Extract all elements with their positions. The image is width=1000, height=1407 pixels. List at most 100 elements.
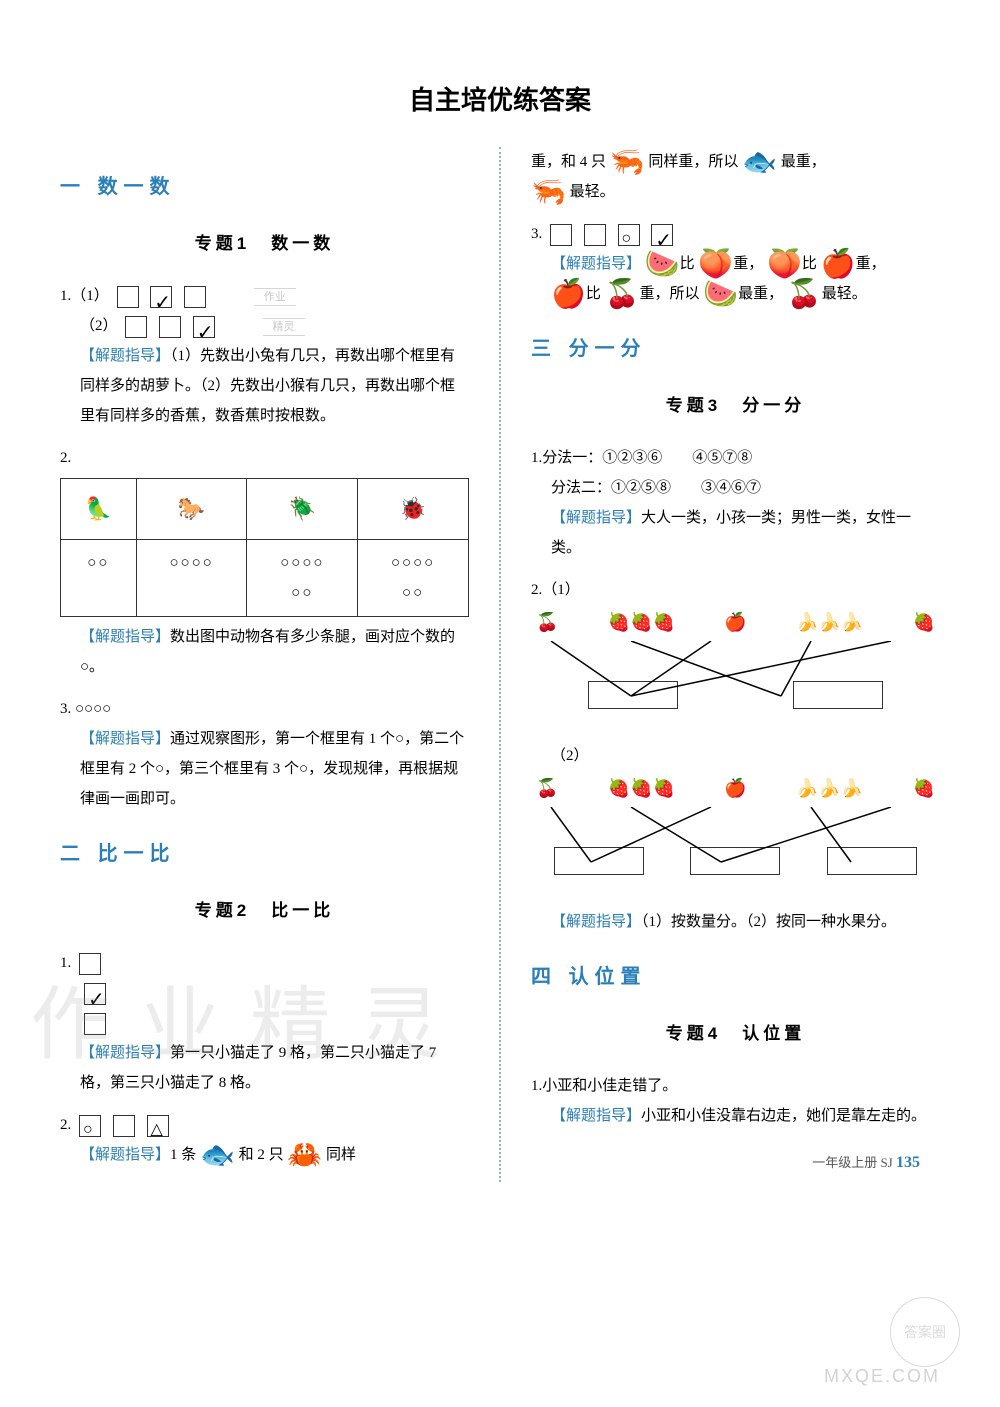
topic-4-name: 认位置 [742, 1024, 805, 1043]
s4q1-guide: 小亚和小佳没靠右边走，她们是靠左走的。 [641, 1108, 926, 1124]
topic-1-name: 数一数 [271, 234, 334, 253]
left-column: 一 数一数 专题1 数一数 1.（1） 作业 （2） [60, 147, 469, 1182]
table-header: 🐞 [358, 479, 469, 540]
watermark-seal: 答案圈 [890, 1297, 960, 1367]
checkbox-checked [150, 286, 172, 308]
s3q2-num: 2. [531, 582, 542, 598]
q3-num: 3. [60, 701, 71, 717]
guide-label: 【解题指导】 [80, 348, 170, 364]
checkbox [184, 286, 206, 308]
animal-table: 🦜 🐎 🪲 🐞 ○○ ○○○○ ○○○○○○ ○○○○○○ [60, 478, 469, 617]
table-cell: ○○ [61, 540, 137, 617]
shrimp-icon: 🦐 [531, 179, 566, 207]
s3q1-m2a: ①②⑤⑧ [611, 480, 671, 496]
checkbox-checked [84, 983, 106, 1005]
section-3-title: 分一分 [569, 338, 647, 360]
topic-3-name: 分一分 [742, 396, 805, 415]
section-3-num: 三 [531, 338, 557, 360]
topic-2-label: 专题2 [195, 901, 250, 920]
guide-label: 【解题指导】 [80, 1147, 170, 1163]
rq3-g5: 比 [586, 286, 601, 302]
s3q1-m2b: ③④⑥⑦ [701, 480, 761, 496]
s3q1-m2l: 分法二： [551, 480, 611, 496]
section-2-title: 比一比 [98, 843, 176, 865]
rq3-g3: 比 [802, 256, 817, 272]
sort-diagram-2: 🍒 🍓🍓🍓 🍎 🍌🍌🍌 🍓 [531, 779, 940, 899]
checkbox [584, 224, 606, 246]
rq3: 3. 【解题指导】 🍉比 🍑重， 🍑比 🍎重， 🍎比 🍒重，所以 🍉最重， 🍒 [531, 219, 940, 309]
peach-icon: 🍑 [698, 251, 733, 279]
s3q2-p1: （1） [542, 582, 580, 598]
shrimp-icon: 🦐 [610, 149, 645, 177]
checkbox [113, 1115, 135, 1137]
q1-p2-label: （2） [80, 318, 118, 334]
rq3-g1: 比 [680, 256, 695, 272]
guide-label: 【解题指导】 [80, 629, 170, 645]
section-3-header: 三 分一分 [531, 329, 940, 369]
topic-4-label: 专题4 [666, 1024, 721, 1043]
s2q2-num: 2. [60, 1117, 71, 1133]
cherry-icon: 🍒 [536, 779, 558, 797]
s4q1: 1.小亚和小佳走错了。 【解题指导】小亚和小佳没靠右边走，她们是靠左走的。 [531, 1071, 940, 1131]
checkbox-triangle [147, 1115, 169, 1137]
main-title: 自主培优练答案 [60, 80, 940, 117]
strawberry-icon: 🍓 [913, 779, 935, 797]
watermark-small: 精灵 [263, 318, 305, 336]
pomegranate-icon: 🍎 [551, 281, 586, 309]
checkbox-circle [618, 224, 640, 246]
page-footer: 一年级上册 SJ 135 [812, 1152, 920, 1172]
banana-icon: 🍌🍌🍌 [796, 779, 863, 797]
checkbox [84, 1013, 106, 1035]
q2-num: 2. [60, 450, 71, 466]
table-cell: ○○○○ [136, 540, 247, 617]
rq3-g8: 最轻。 [822, 286, 867, 302]
topic-1-title: 专题1 数一数 [60, 227, 469, 261]
checkbox-checked [193, 316, 215, 338]
sort-lines [531, 807, 940, 867]
section-1-header: 一 数一数 [60, 167, 469, 207]
s3q1-m1b: ④⑤⑦⑧ [692, 450, 752, 466]
cont-3: 最重， [781, 154, 826, 170]
q3-answer: ○○○○ [75, 701, 111, 717]
rq3-num: 3. [531, 226, 542, 242]
watermark-small: 作业 [254, 288, 296, 306]
s3q2-guide: （1）按数量分。（2）按同一种水果分。 [641, 914, 896, 930]
s4q1-num: 1. [531, 1078, 542, 1094]
strawberry-icon: 🍓🍓🍓 [608, 779, 675, 797]
q2: 2. 🦜 🐎 🪲 🐞 ○○ ○○○○ ○○○○○○ ○○○○○○ [60, 443, 469, 682]
crab-icon: 🦀 [287, 1142, 322, 1170]
table-cell: ○○○○○○ [358, 540, 469, 617]
watermelon-icon: 🍉 [703, 281, 738, 309]
rq3-g4: 重， [856, 256, 886, 272]
topic-2-name: 比一比 [271, 901, 334, 920]
q1-p1-label: （1） [71, 288, 109, 304]
rq3-g7: 最重， [738, 286, 783, 302]
peach-icon: 🍑 [767, 251, 802, 279]
section-1-num: 一 [60, 176, 86, 198]
s2q1: 1. 【解题指导】第一只小猫走了 9 格，第二只小猫走了 7 格，第三只小猫走了… [60, 948, 469, 1098]
s2q2-g2: 和 2 只 [239, 1147, 284, 1163]
continuation: 重，和 4 只 🦐 同样重，所以 🐟 最重， 🦐 最轻。 [531, 147, 940, 207]
checkbox [117, 286, 139, 308]
cherry-icon: 🍒 [536, 613, 558, 631]
cont-1: 重，和 4 只 [531, 154, 606, 170]
table-header: 🐎 [136, 479, 247, 540]
fish-icon: 🐟 [200, 1142, 235, 1170]
checkbox [79, 953, 101, 975]
q1: 1.（1） 作业 （2） 精灵 [60, 281, 469, 431]
topic-4-title: 专题4 认位置 [531, 1017, 940, 1051]
section-4-header: 四 认位置 [531, 957, 940, 997]
cont-2: 同样重，所以 [648, 154, 738, 170]
footer-page: 135 [896, 1154, 920, 1171]
section-2-num: 二 [60, 843, 86, 865]
s3q2: 2.（1） 🍒 🍓🍓🍓 🍎 🍌🍌🍌 🍓 [531, 575, 940, 937]
s3q1-m1l: 分法一： [542, 450, 602, 466]
s3q1-m1a: ①②③⑥ [602, 450, 662, 466]
topic-3-label: 专题3 [666, 396, 721, 415]
s3q1-num: 1. [531, 450, 542, 466]
guide-label: 【解题指导】 [551, 510, 641, 526]
watermark-site: MXQE.COM [824, 1366, 940, 1387]
column-divider [499, 147, 501, 1182]
apple-icon: 🍎 [724, 613, 746, 631]
cherry-icon: 🍒 [787, 281, 822, 309]
